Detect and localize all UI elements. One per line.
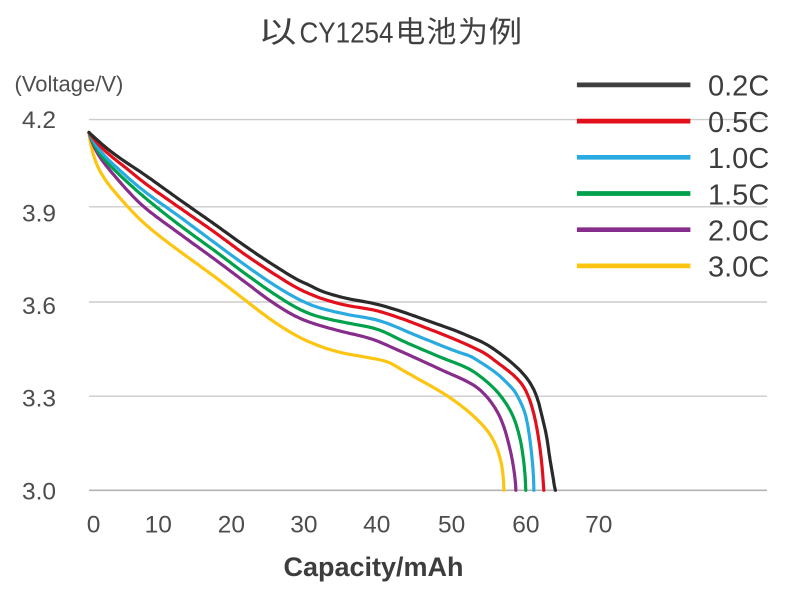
svg-text:Capacity/mAh: Capacity/mAh	[283, 552, 463, 582]
svg-text:3.3: 3.3	[22, 386, 56, 413]
svg-text:70: 70	[585, 512, 612, 539]
svg-text:50: 50	[438, 512, 465, 539]
svg-text:30: 30	[290, 512, 317, 539]
svg-text:3.9: 3.9	[22, 200, 56, 227]
svg-text:4.2: 4.2	[22, 107, 56, 134]
svg-text:10: 10	[145, 512, 172, 539]
svg-text:0.2C: 0.2C	[708, 71, 769, 103]
svg-text:1.0C: 1.0C	[708, 143, 769, 175]
svg-text:40: 40	[363, 512, 390, 539]
svg-text:1.5C: 1.5C	[708, 179, 769, 211]
svg-text:0.5C: 0.5C	[708, 107, 769, 139]
svg-text:3.6: 3.6	[22, 293, 56, 320]
svg-text:2.0C: 2.0C	[708, 216, 769, 248]
svg-text:20: 20	[218, 512, 245, 539]
svg-text:(Voltage/V): (Voltage/V)	[15, 71, 124, 96]
svg-text:3.0: 3.0	[22, 479, 56, 506]
svg-text:3.0C: 3.0C	[708, 252, 769, 284]
svg-text:0: 0	[87, 512, 101, 539]
svg-text:CY1254: CY1254	[300, 17, 394, 49]
svg-text:60: 60	[512, 512, 539, 539]
